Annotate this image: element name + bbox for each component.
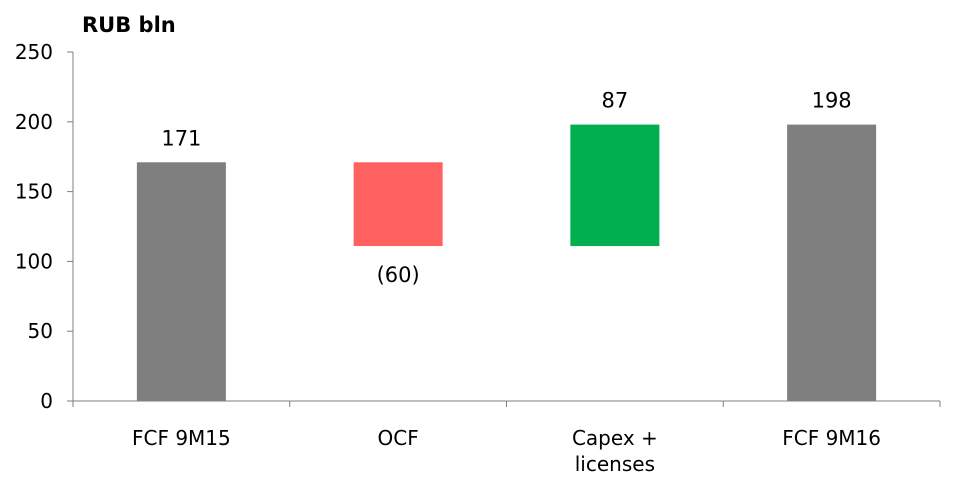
category-label: FCF 9M15 bbox=[132, 426, 231, 450]
data-label: 87 bbox=[602, 89, 629, 113]
category-label: licenses bbox=[575, 452, 655, 476]
category-label: Capex + bbox=[572, 426, 658, 450]
bar bbox=[136, 162, 226, 401]
data-label: (60) bbox=[377, 263, 420, 287]
bar bbox=[570, 124, 660, 247]
y-axis-ticks: 0 50 100 150 200 250 bbox=[15, 40, 73, 413]
y-tick-label: 0 bbox=[40, 389, 53, 413]
bars bbox=[136, 124, 877, 401]
category-labels: FCF 9M15 OCF Capex +licenses FCF 9M16 bbox=[132, 426, 881, 476]
bar bbox=[787, 124, 877, 401]
data-labels: 171 (60) 87 198 bbox=[161, 89, 851, 287]
unit-label: RUB bln bbox=[82, 13, 176, 37]
bar bbox=[353, 162, 443, 247]
data-label: 171 bbox=[161, 126, 201, 150]
y-tick-label: 100 bbox=[15, 249, 53, 273]
y-tick-label: 250 bbox=[15, 40, 53, 64]
category-label: OCF bbox=[378, 426, 419, 450]
data-label: 198 bbox=[812, 89, 852, 113]
category-label: FCF 9M16 bbox=[782, 426, 881, 450]
y-tick-label: 50 bbox=[28, 319, 53, 343]
y-tick-label: 150 bbox=[15, 180, 53, 204]
y-tick-label: 200 bbox=[15, 110, 53, 134]
x-axis-ticks bbox=[72, 401, 941, 407]
